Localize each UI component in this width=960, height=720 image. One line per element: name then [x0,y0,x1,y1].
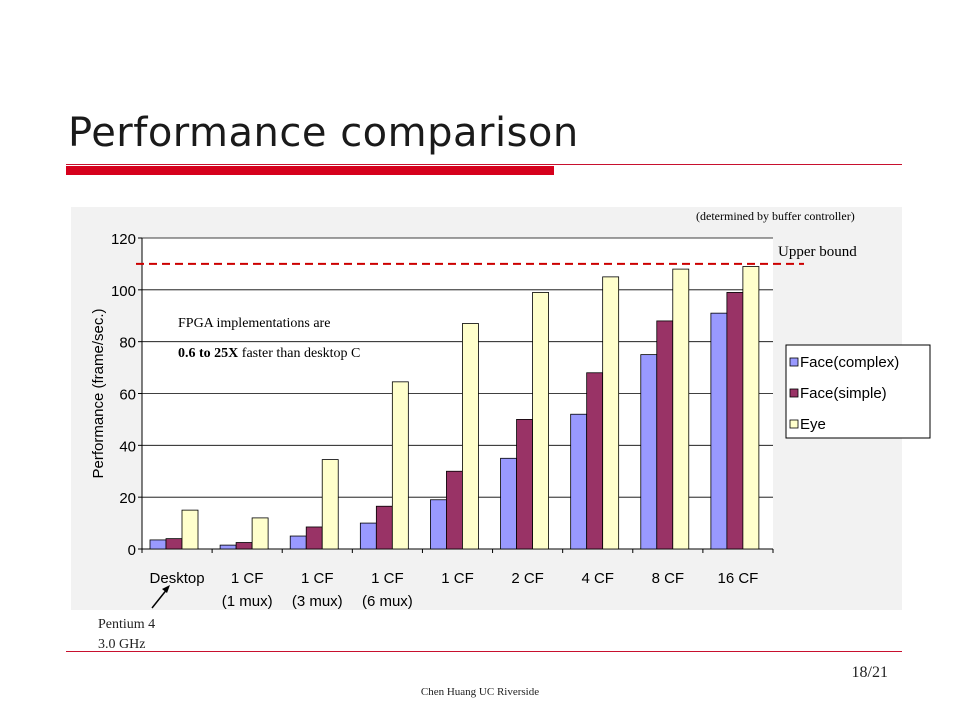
x-tick-label-line2: (3 mux) [292,593,343,610]
bar-face-simple [305,526,323,550]
bar-face-complex [640,354,658,550]
legend-swatch [789,357,799,367]
bar-eye [742,266,760,550]
legend-label: Eye [800,416,826,433]
legend-swatch [789,419,799,429]
bar-eye [181,509,199,550]
bar-eye [602,276,620,550]
bar-eye [391,381,409,550]
upper-bound-label: Upper bound [778,244,857,260]
x-tick-label: 1 CF [301,570,334,587]
bar-face-complex [359,522,377,550]
x-tick-label-line2: (1 mux) [222,593,273,610]
legend-swatch [789,388,799,398]
x-tick-label: 2 CF [511,570,544,587]
y-axis-label: Performance (frame/sec.) [90,308,107,478]
annotation-bold: 0.6 to 25X [178,346,238,361]
y-tick-label: 40 [119,438,136,455]
annotation-line2: 0.6 to 25X faster than desktop C [178,346,360,361]
bar-eye [462,323,479,550]
title-underline-thin [66,164,902,165]
bar-face-complex [219,544,237,550]
legend-label: Face(simple) [800,385,887,402]
y-tick-label: 0 [128,542,136,559]
annotation-rest: faster than desktop C [238,346,360,361]
pentium-callout: Pentium 4 3.0 GHz [98,615,155,655]
y-tick-label: 80 [119,335,136,352]
bar-face-complex [430,499,447,550]
footer-divider [66,651,902,652]
x-tick-label: 8 CF [652,570,685,587]
pentium-callout-line2: 3.0 GHz [98,637,146,652]
legend-box [785,344,931,439]
slide-title: Performance comparison [68,110,579,156]
bar-face-simple [165,538,183,550]
x-tick-label: 4 CF [581,570,614,587]
bar-eye [321,459,339,550]
bar-eye [251,517,269,550]
upper-bound-note: (determined by buffer controller) [696,209,855,223]
page-number: 18/21 [851,664,888,681]
legend-label: Face(complex) [800,354,899,371]
x-tick-label: Desktop [150,570,205,587]
x-tick-label: 16 CF [718,570,759,587]
bar-face-complex [149,539,167,550]
title-underline-thick [66,166,554,175]
pentium-callout-line1: Pentium 4 [98,617,156,632]
annotation-line1: FPGA implementations are [178,316,330,331]
x-tick-label: 1 CF [231,570,264,587]
bar-eye [532,292,549,550]
y-tick-label: 20 [119,490,136,507]
bar-eye [672,268,690,550]
x-tick-label-line2: (6 mux) [362,593,413,610]
footer-author: Chen Huang UC Riverside [420,686,540,698]
bar-face-simple [656,320,674,550]
bar-face-complex [710,312,728,550]
bar-face-simple [235,542,253,550]
bar-face-simple [516,419,533,550]
bar-face-simple [586,372,604,550]
y-tick-label: 120 [111,231,136,248]
y-tick-label: 100 [111,283,136,300]
bar-face-simple [375,505,393,550]
bar-face-complex [570,413,588,550]
x-tick-label: 1 CF [441,570,474,587]
bar-face-complex [500,457,517,550]
bar-face-simple [726,292,744,550]
y-tick-label: 60 [119,387,136,404]
callout-arrow-head [162,585,170,593]
bar-face-complex [289,535,307,550]
x-tick-label: 1 CF [371,570,404,587]
bar-face-simple [446,470,463,550]
